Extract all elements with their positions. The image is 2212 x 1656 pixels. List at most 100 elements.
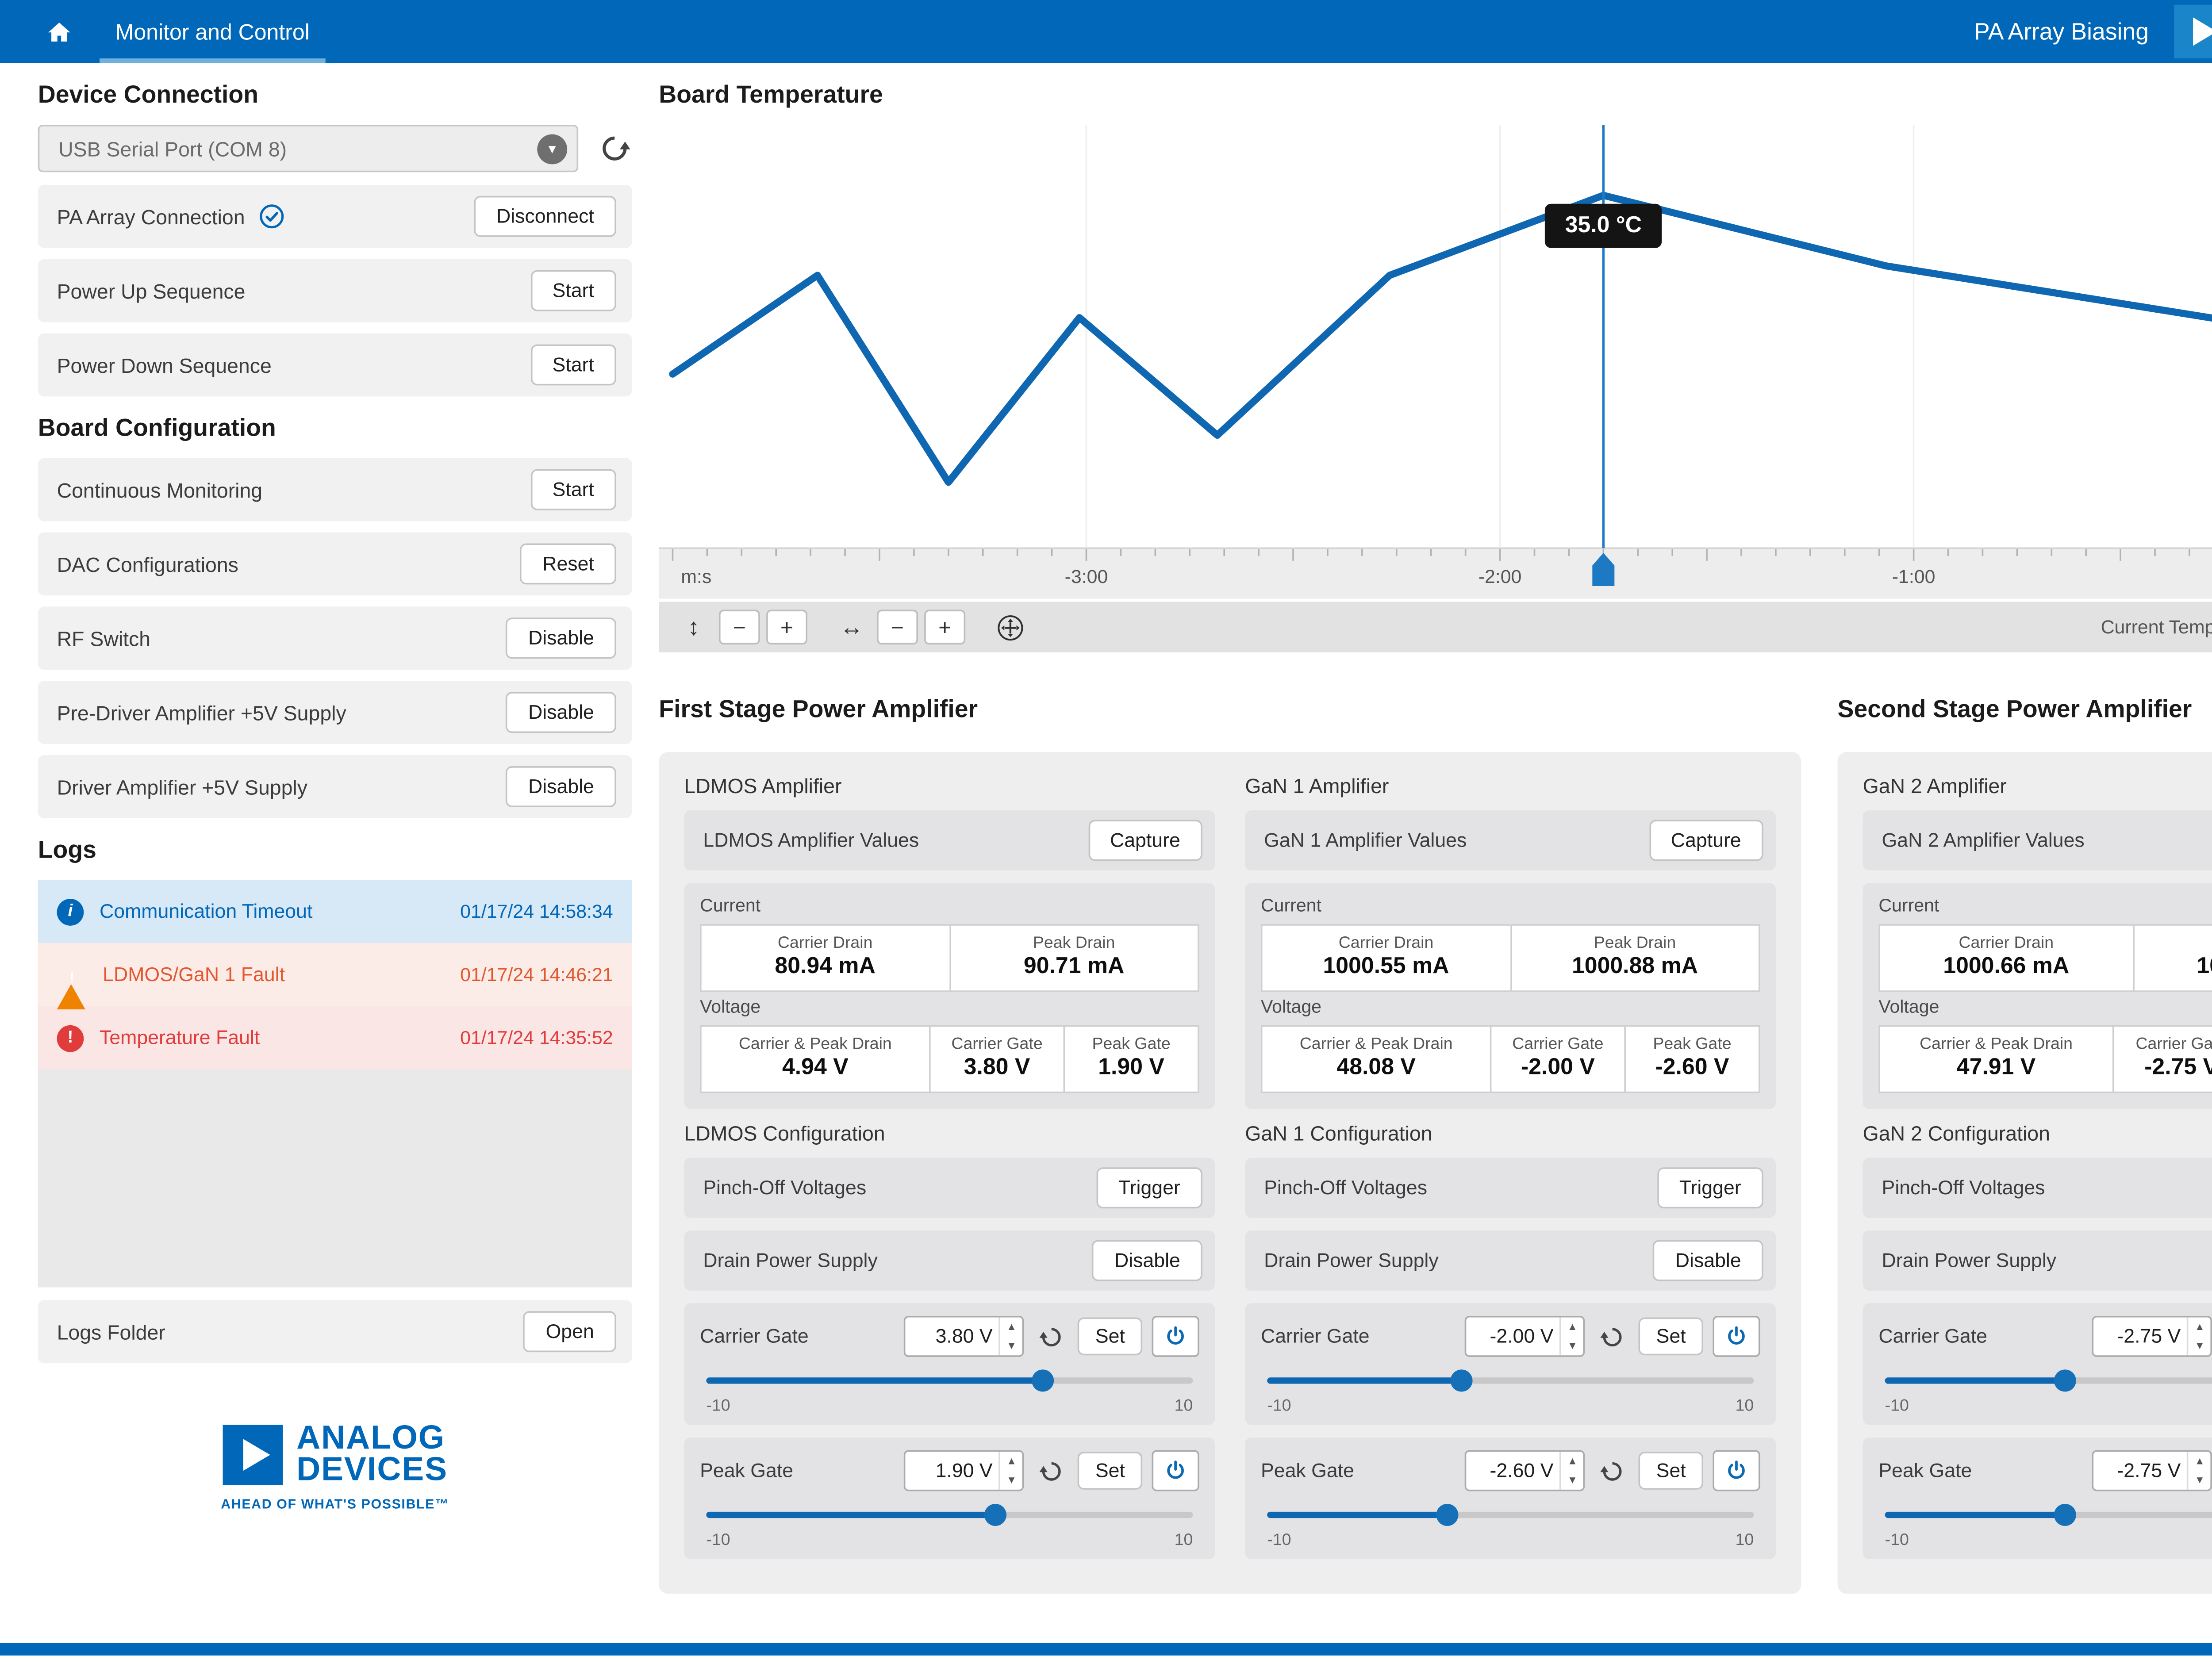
measurement-cell: Carrier & Peak Drain 48.08 V — [1260, 1025, 1492, 1093]
first-stage-title: First Stage Power Amplifier — [659, 696, 978, 724]
power-up-row: Power Up Sequence Start — [38, 259, 632, 322]
logs-folder-open-button[interactable]: Open — [523, 1311, 616, 1353]
pre-driver-disable-button[interactable]: Disable — [506, 692, 616, 733]
power-up-start-button[interactable]: Start — [530, 270, 616, 311]
peak-gate-input[interactable]: -2.75 V ▲ ▼ — [2092, 1450, 2212, 1491]
power-down-row: Power Down Sequence Start — [38, 333, 632, 397]
undo-icon[interactable] — [1034, 1318, 1069, 1356]
set-button[interactable]: Set — [1078, 1452, 1143, 1490]
spin-down-icon[interactable]: ▼ — [2194, 1340, 2205, 1352]
trigger-button[interactable]: Trigger — [1657, 1167, 1763, 1209]
info-icon: i — [57, 898, 84, 925]
horizontal-range-icon[interactable]: ↔ — [833, 608, 871, 646]
continuous-monitoring-row: Continuous Monitoring Start — [38, 458, 632, 521]
temperature-chart[interactable]: -3:00-2:00-1:000m:s36.032.028.0°C 35.0 °… — [659, 125, 2212, 599]
drain-supply-row: Drain Power Supply Disable — [1863, 1230, 2212, 1291]
drain-disable-button[interactable]: Disable — [1653, 1240, 1763, 1281]
carrier-gate-input[interactable]: 3.80 V ▲ ▼ — [904, 1315, 1025, 1357]
serial-port-select[interactable]: USB Serial Port (COM 8) ▼ — [38, 125, 579, 172]
spin-up-icon[interactable]: ▲ — [1006, 1321, 1017, 1333]
pan-icon[interactable] — [991, 608, 1029, 646]
measurement-cell: Peak Gate -2.60 V — [1624, 1025, 1760, 1093]
spin-up-icon[interactable]: ▲ — [2194, 1321, 2205, 1333]
power-toggle-icon[interactable] — [1713, 1315, 1760, 1357]
board-configuration-title: Board Configuration — [38, 415, 276, 442]
carrier-gate-control: Carrier Gate 3.80 V ▲ ▼ Set — [684, 1303, 1215, 1425]
spin-up-icon[interactable]: ▲ — [1567, 1321, 1578, 1333]
serial-port-value: USB Serial Port (COM 8) — [58, 136, 287, 161]
svg-text:-2:00: -2:00 — [1479, 566, 1522, 587]
zoom-out-y-button[interactable]: − — [718, 610, 760, 645]
dac-reset-button[interactable]: Reset — [520, 543, 616, 585]
undo-icon[interactable] — [1594, 1318, 1629, 1356]
gan1-configuration-title: GaN 1 Configuration — [1245, 1121, 1432, 1146]
peak-gate-input[interactable]: -2.60 V ▲ ▼ — [1465, 1450, 1585, 1491]
current-temperature-label: Current Temperature — [2101, 616, 2212, 638]
peak-gate-input[interactable]: 1.90 V ▲ ▼ — [904, 1450, 1025, 1491]
ldmos-amplifier-title: LDMOS Amplifier — [684, 774, 842, 798]
drain-supply-row: Drain Power Supply Disable — [684, 1230, 1215, 1291]
ldmos-amplifier-panel: LDMOS Amplifier LDMOS Amplifier Values C… — [684, 768, 1215, 1572]
measurement-cell: Carrier Drain 80.94 mA — [700, 924, 951, 992]
monitoring-start-button[interactable]: Start — [530, 469, 616, 510]
capture-button[interactable]: Capture — [1087, 820, 1202, 861]
capture-button[interactable]: Capture — [1648, 820, 1763, 861]
vertical-range-icon[interactable]: ↕ — [675, 608, 713, 646]
logs-title: Logs — [38, 837, 96, 864]
measurement-cell: Carrier Drain 1000.55 mA — [1260, 924, 1512, 992]
tab-monitor-and-control[interactable]: Monitor and Control — [90, 0, 335, 63]
slider-thumb[interactable] — [984, 1503, 1007, 1526]
spin-down-icon[interactable]: ▼ — [1006, 1474, 1017, 1486]
pinch-off-row: Pinch-Off Voltages Trigger — [1863, 1158, 2212, 1218]
zoom-in-x-button[interactable]: + — [924, 610, 966, 645]
set-button[interactable]: Set — [1639, 1317, 1703, 1356]
carrier-gate-input[interactable]: -2.75 V ▲ ▼ — [2092, 1315, 2212, 1357]
refresh-ports-icon[interactable] — [597, 131, 632, 166]
log-entry-temperature-fault[interactable]: ! Temperature Fault 01/17/24 14:35:52 — [38, 1006, 632, 1070]
spin-down-icon[interactable]: ▼ — [1567, 1340, 1578, 1352]
disconnect-button[interactable]: Disconnect — [474, 196, 616, 237]
spin-up-icon[interactable]: ▲ — [1006, 1456, 1017, 1467]
spin-down-icon[interactable]: ▼ — [1006, 1340, 1017, 1352]
log-entry-ldmos-gan1-fault[interactable]: ! LDMOS/GaN 1 Fault 01/17/24 14:46:21 — [38, 943, 632, 1010]
chart-tooltip: 35.0 °C — [1544, 203, 1663, 248]
undo-icon[interactable] — [1034, 1452, 1069, 1490]
slider-thumb[interactable] — [2054, 1369, 2076, 1392]
power-toggle-icon[interactable] — [1713, 1450, 1760, 1491]
power-down-start-button[interactable]: Start — [530, 344, 616, 386]
power-toggle-icon[interactable] — [1152, 1450, 1199, 1491]
slider-thumb[interactable] — [1436, 1503, 1459, 1526]
peak-gate-control: Peak Gate -2.75 V ▲▼ Set — [1863, 1437, 2212, 1559]
home-icon[interactable] — [44, 16, 74, 46]
slider-thumb[interactable] — [1031, 1369, 1053, 1392]
spin-up-icon[interactable]: ▲ — [2194, 1456, 2205, 1467]
driver-disable-button[interactable]: Disable — [506, 766, 616, 807]
drain-disable-button[interactable]: Disable — [1092, 1240, 1202, 1281]
spin-down-icon[interactable]: ▼ — [1567, 1474, 1578, 1486]
set-button[interactable]: Set — [1639, 1452, 1703, 1490]
slider-thumb[interactable] — [2054, 1503, 2076, 1526]
main-content: Board Temperature -3:00-2:00-1:000m:s36.… — [632, 63, 2212, 1643]
set-button[interactable]: Set — [1078, 1317, 1143, 1356]
trigger-button[interactable]: Trigger — [1096, 1167, 1202, 1209]
spin-up-icon[interactable]: ▲ — [1567, 1456, 1578, 1467]
slider-thumb[interactable] — [1451, 1369, 1473, 1392]
rf-switch-disable-button[interactable]: Disable — [506, 617, 616, 659]
carrier-gate-control: Carrier Gate -2.00 V ▲ ▼ Set — [1245, 1303, 1776, 1425]
spin-down-icon[interactable]: ▼ — [2194, 1474, 2205, 1486]
zoom-in-y-button[interactable]: + — [766, 610, 807, 645]
log-entry-communication-timeout[interactable]: i Communication Timeout 01/17/24 14:58:3… — [38, 880, 632, 943]
measurements-block: Current Carrier Drain 80.94 mA Peak Drai… — [684, 883, 1215, 1109]
undo-icon[interactable] — [1594, 1452, 1629, 1490]
power-toggle-icon[interactable] — [1152, 1315, 1199, 1357]
carrier-gate-input[interactable]: -2.00 V ▲ ▼ — [1465, 1315, 1585, 1357]
amplifier-values-row: LDMOS Amplifier Values Capture — [684, 810, 1215, 870]
zoom-out-x-button[interactable]: − — [877, 610, 918, 645]
